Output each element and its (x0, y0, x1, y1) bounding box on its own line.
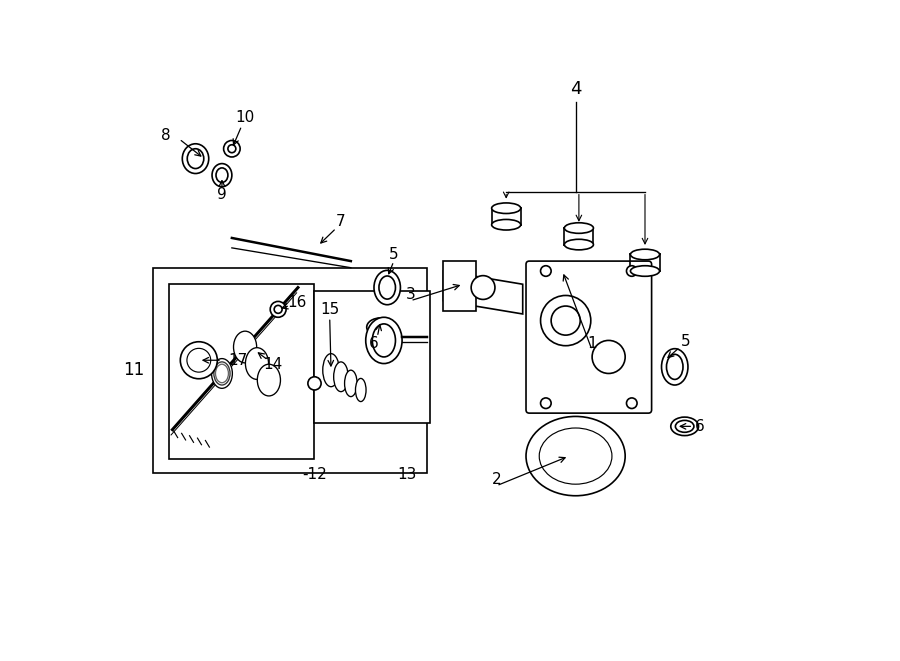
Text: 4: 4 (570, 80, 581, 98)
Circle shape (274, 305, 282, 313)
Ellipse shape (212, 358, 232, 388)
Circle shape (472, 276, 495, 299)
Ellipse shape (670, 417, 698, 436)
Ellipse shape (564, 223, 593, 233)
Text: 2: 2 (491, 472, 501, 486)
Ellipse shape (374, 270, 400, 305)
Ellipse shape (539, 428, 612, 484)
Text: 11: 11 (123, 361, 145, 379)
Text: 8: 8 (161, 128, 171, 143)
Circle shape (592, 340, 626, 373)
Ellipse shape (246, 348, 268, 379)
Text: 17: 17 (229, 353, 248, 368)
Text: 9: 9 (217, 188, 227, 202)
Ellipse shape (334, 362, 348, 391)
Circle shape (541, 266, 551, 276)
Circle shape (541, 295, 590, 346)
Ellipse shape (631, 266, 660, 276)
Text: 6: 6 (695, 419, 705, 434)
Text: 14: 14 (263, 358, 283, 372)
Ellipse shape (187, 149, 203, 169)
Ellipse shape (526, 416, 626, 496)
Ellipse shape (356, 378, 366, 401)
Polygon shape (444, 261, 476, 311)
Ellipse shape (345, 370, 357, 397)
Bar (314, 291, 430, 423)
Text: 16: 16 (287, 295, 306, 310)
Ellipse shape (631, 249, 660, 260)
Text: 1: 1 (588, 336, 597, 351)
Circle shape (626, 266, 637, 276)
Ellipse shape (323, 354, 339, 387)
Bar (169, 284, 314, 459)
Ellipse shape (228, 145, 236, 153)
Circle shape (626, 398, 637, 408)
FancyBboxPatch shape (526, 261, 652, 413)
Text: 6: 6 (369, 336, 379, 351)
Ellipse shape (667, 354, 683, 379)
Ellipse shape (216, 168, 228, 182)
Text: 15: 15 (320, 302, 339, 317)
Polygon shape (444, 271, 523, 314)
Ellipse shape (491, 203, 521, 214)
Ellipse shape (379, 276, 395, 299)
Ellipse shape (214, 362, 230, 385)
Ellipse shape (373, 324, 395, 357)
Text: 5: 5 (389, 247, 399, 262)
Ellipse shape (223, 140, 240, 157)
Circle shape (270, 301, 286, 317)
Ellipse shape (564, 239, 593, 250)
Circle shape (551, 306, 580, 335)
Ellipse shape (662, 349, 688, 385)
Text: 10: 10 (236, 110, 255, 125)
Circle shape (541, 398, 551, 408)
Text: 13: 13 (397, 467, 417, 482)
Text: -12: -12 (302, 467, 327, 482)
Ellipse shape (233, 331, 256, 363)
Text: 7: 7 (336, 214, 346, 229)
Ellipse shape (215, 364, 229, 383)
Ellipse shape (257, 364, 281, 396)
Circle shape (187, 348, 211, 372)
Bar (153, 268, 427, 473)
Ellipse shape (212, 164, 232, 186)
Ellipse shape (365, 317, 402, 364)
Text: 5: 5 (681, 334, 691, 349)
Circle shape (180, 342, 217, 379)
Ellipse shape (491, 219, 521, 230)
Text: 3: 3 (406, 287, 415, 301)
Ellipse shape (183, 144, 209, 173)
Ellipse shape (366, 318, 394, 336)
Ellipse shape (372, 321, 390, 333)
Ellipse shape (675, 420, 694, 432)
Circle shape (308, 377, 321, 390)
